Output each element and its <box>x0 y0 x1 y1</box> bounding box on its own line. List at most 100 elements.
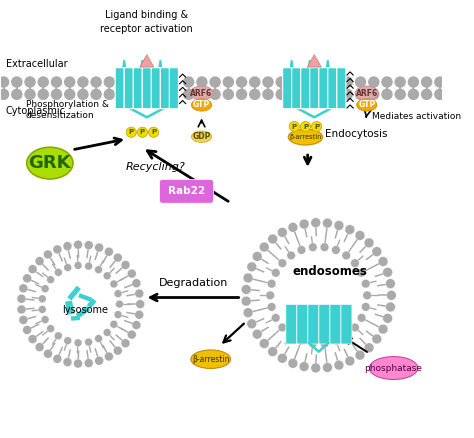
FancyBboxPatch shape <box>160 180 213 203</box>
Circle shape <box>95 243 103 252</box>
Circle shape <box>272 314 280 322</box>
Circle shape <box>357 268 366 277</box>
Circle shape <box>287 251 295 260</box>
Circle shape <box>35 257 44 265</box>
Circle shape <box>241 297 251 306</box>
Circle shape <box>11 76 23 88</box>
Circle shape <box>368 76 380 88</box>
FancyBboxPatch shape <box>319 68 328 109</box>
Circle shape <box>249 88 261 100</box>
Circle shape <box>110 280 118 288</box>
Circle shape <box>363 291 372 300</box>
Circle shape <box>345 356 355 366</box>
FancyBboxPatch shape <box>308 304 319 344</box>
Circle shape <box>210 88 221 100</box>
Circle shape <box>332 336 340 345</box>
FancyBboxPatch shape <box>283 68 292 109</box>
Circle shape <box>0 88 9 100</box>
Circle shape <box>364 343 374 353</box>
Circle shape <box>53 245 62 254</box>
Circle shape <box>38 306 46 313</box>
Circle shape <box>357 314 366 322</box>
Circle shape <box>77 76 89 88</box>
FancyBboxPatch shape <box>71 316 80 321</box>
Text: P: P <box>303 124 308 130</box>
Circle shape <box>259 242 269 252</box>
Circle shape <box>289 121 300 131</box>
Circle shape <box>223 76 234 88</box>
Circle shape <box>236 88 247 100</box>
Text: β-arrestin: β-arrestin <box>192 355 229 364</box>
Circle shape <box>223 88 234 100</box>
Circle shape <box>236 76 247 88</box>
Text: endosomes: endosomes <box>292 265 367 279</box>
Ellipse shape <box>356 86 378 100</box>
Circle shape <box>55 268 62 276</box>
Circle shape <box>103 328 111 336</box>
Circle shape <box>297 336 306 345</box>
Circle shape <box>383 314 392 323</box>
Circle shape <box>41 316 49 323</box>
Circle shape <box>342 88 353 100</box>
Circle shape <box>262 88 273 100</box>
Circle shape <box>95 266 102 274</box>
Circle shape <box>95 356 103 365</box>
Circle shape <box>73 359 82 368</box>
Ellipse shape <box>191 99 212 111</box>
Text: GDP: GDP <box>192 132 211 141</box>
Circle shape <box>23 274 31 283</box>
Circle shape <box>53 354 62 363</box>
Circle shape <box>272 268 280 277</box>
Circle shape <box>35 343 44 352</box>
Ellipse shape <box>27 147 73 179</box>
Circle shape <box>297 246 306 254</box>
Circle shape <box>44 350 52 358</box>
Circle shape <box>362 303 370 311</box>
Text: P: P <box>292 124 297 130</box>
Circle shape <box>362 279 370 288</box>
FancyBboxPatch shape <box>310 68 319 109</box>
Circle shape <box>299 362 309 371</box>
Circle shape <box>63 242 72 251</box>
FancyBboxPatch shape <box>115 68 124 109</box>
FancyBboxPatch shape <box>142 68 151 109</box>
Ellipse shape <box>288 129 323 145</box>
Circle shape <box>372 334 382 344</box>
Circle shape <box>0 76 9 88</box>
Circle shape <box>267 303 276 311</box>
Circle shape <box>247 262 256 272</box>
Circle shape <box>342 331 350 339</box>
Circle shape <box>104 76 115 88</box>
Circle shape <box>114 290 122 297</box>
Circle shape <box>95 335 102 343</box>
Circle shape <box>278 323 287 332</box>
Circle shape <box>114 311 122 318</box>
Circle shape <box>247 319 256 328</box>
Circle shape <box>110 320 118 328</box>
Circle shape <box>394 88 406 100</box>
Circle shape <box>241 285 251 294</box>
Circle shape <box>37 88 49 100</box>
Circle shape <box>421 88 432 100</box>
Circle shape <box>275 76 287 88</box>
Circle shape <box>323 218 332 228</box>
Circle shape <box>243 273 253 283</box>
Circle shape <box>320 339 329 348</box>
Text: Extracellular: Extracellular <box>6 59 67 69</box>
Circle shape <box>41 285 49 293</box>
Circle shape <box>17 294 26 303</box>
Text: Mediates activation: Mediates activation <box>372 112 461 121</box>
Text: Degradation: Degradation <box>158 279 228 289</box>
Circle shape <box>47 325 55 332</box>
Text: ARF6: ARF6 <box>191 88 213 98</box>
Circle shape <box>116 300 123 308</box>
Circle shape <box>126 127 137 138</box>
Circle shape <box>355 88 366 100</box>
Circle shape <box>273 249 365 342</box>
Circle shape <box>24 88 36 100</box>
Circle shape <box>277 353 287 363</box>
Text: Cytoplasmic: Cytoplasmic <box>6 106 66 116</box>
Circle shape <box>288 358 298 368</box>
Circle shape <box>355 231 365 240</box>
Circle shape <box>275 88 287 100</box>
